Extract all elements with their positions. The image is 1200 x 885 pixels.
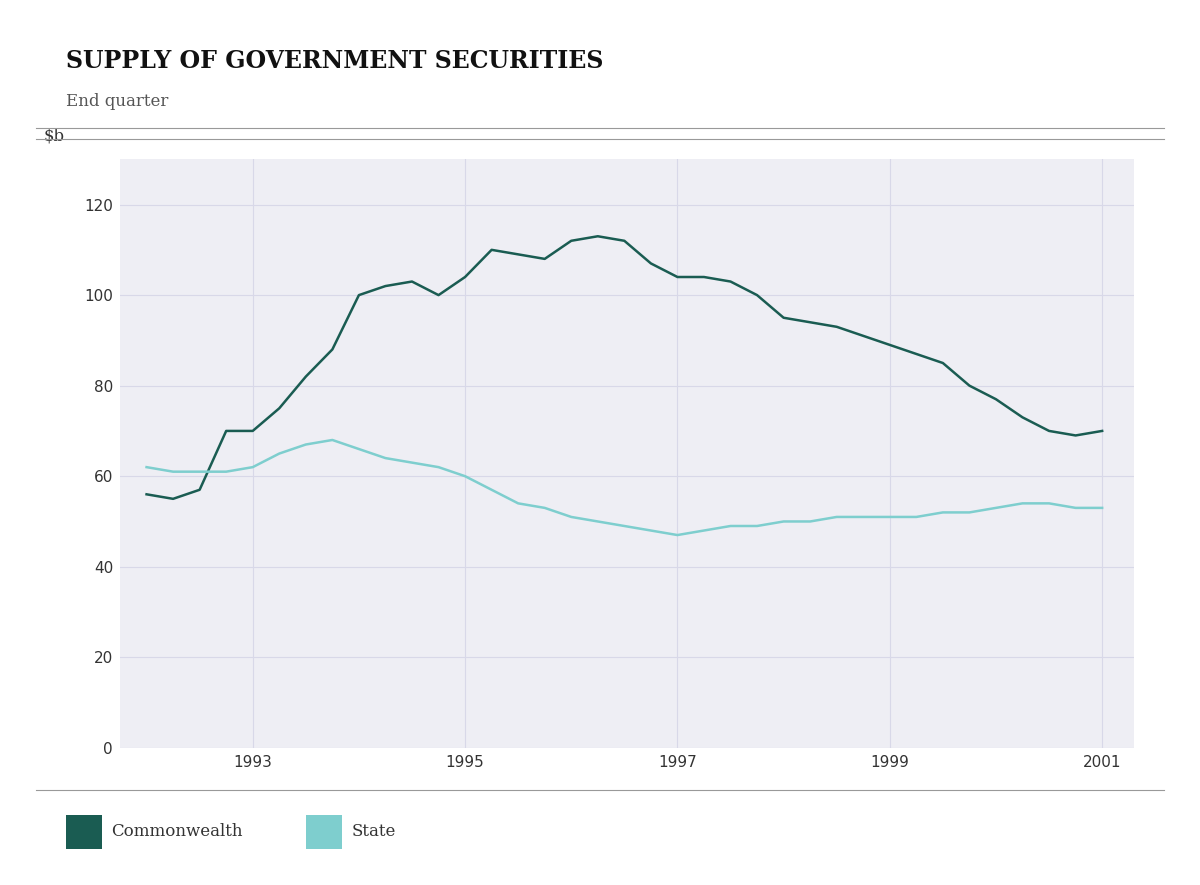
Text: Commonwealth: Commonwealth — [112, 823, 244, 841]
Text: End quarter: End quarter — [66, 93, 168, 110]
Text: $b: $b — [44, 127, 65, 144]
Text: SUPPLY OF GOVERNMENT SECURITIES: SUPPLY OF GOVERNMENT SECURITIES — [66, 49, 604, 73]
Text: State: State — [352, 823, 396, 841]
